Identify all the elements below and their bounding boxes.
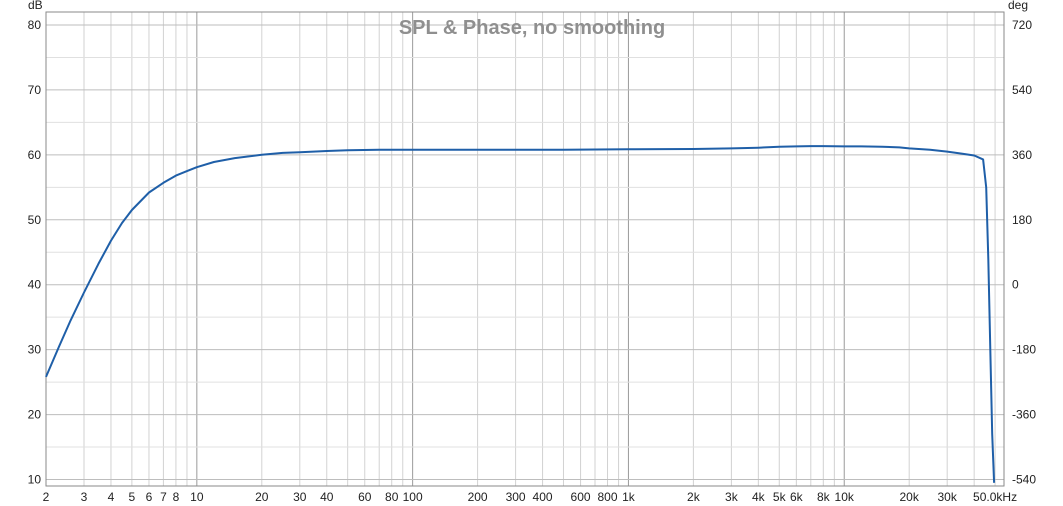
x-tick-label: 4 [108,490,115,504]
x-tick-label: 800 [598,490,618,504]
y-tick-label: 70 [28,83,42,97]
x-tick-label: 600 [571,490,591,504]
y-tick-label: 30 [28,343,42,357]
x-tick-label: 5 [129,490,136,504]
x-tick-label: 30k [938,490,958,504]
y-tick-label: 80 [28,18,42,32]
x-tick-label: 2 [43,490,50,504]
x-tick-label: 80 [385,490,399,504]
chart-title: SPL & Phase, no smoothing [399,17,665,39]
y2-tick-label: 180 [1012,213,1032,227]
x-tick-label: 60 [358,490,372,504]
x-tick-label: 8 [173,490,180,504]
x-tick-label: 10k [835,490,855,504]
y-tick-label: 10 [28,473,42,487]
y-tick-label: 40 [28,278,42,292]
x-tick-label: 50.0kHz [973,490,1017,504]
x-tick-label: 30 [293,490,307,504]
x-tick-label: 8k [817,490,831,504]
y-tick-label: 60 [28,148,42,162]
x-tick-label: 4k [752,490,766,504]
x-tick-label: 2k [687,490,701,504]
y-unit-label-right: deg [1008,0,1028,12]
y-tick-label: 50 [28,213,42,227]
y2-tick-label: 360 [1012,148,1032,162]
series-group [45,145,996,483]
grid-lines [46,12,1004,486]
y2-tick-label: -540 [1012,473,1036,487]
x-tick-label: 5k [773,490,787,504]
y2-tick-label: 720 [1012,18,1032,32]
y-tick-label: 20 [28,408,42,422]
x-tick-label: 6k [790,490,804,504]
x-tick-labels: 2 3 4 5 6 7 8 10 20 30 40 60 80 100 200 300 400 600 800 1k 2… [43,490,1017,504]
spl-curve [45,145,996,483]
x-tick-label: 400 [533,490,553,504]
x-tick-label: 3 [81,490,88,504]
x-tick-label: 1k [622,490,636,504]
y2-tick-label: -180 [1012,343,1036,357]
y2-tick-label: 0 [1012,278,1019,292]
x-tick-label: 3k [725,490,739,504]
x-tick-label: 100 [403,490,423,504]
y2-tick-label: 540 [1012,83,1032,97]
y2-tick-label: -360 [1012,408,1036,422]
x-tick-label: 300 [506,490,526,504]
x-tick-label: 40 [320,490,334,504]
x-tick-label: 6 [146,490,153,504]
plot-frame [45,11,1005,487]
x-tick-label: 10 [190,490,204,504]
y-unit-label-left: dB [28,0,43,12]
x-tick-label: 20k [900,490,920,504]
x-tick-label: 20 [255,490,269,504]
y-tick-labels-left: 10 20 30 40 50 60 70 80 [28,18,42,487]
x-tick-label: 7 [160,490,167,504]
x-tick-label: 200 [468,490,488,504]
y-tick-labels-right: -540 -360 -180 0 180 360 540 720 [1012,18,1036,487]
